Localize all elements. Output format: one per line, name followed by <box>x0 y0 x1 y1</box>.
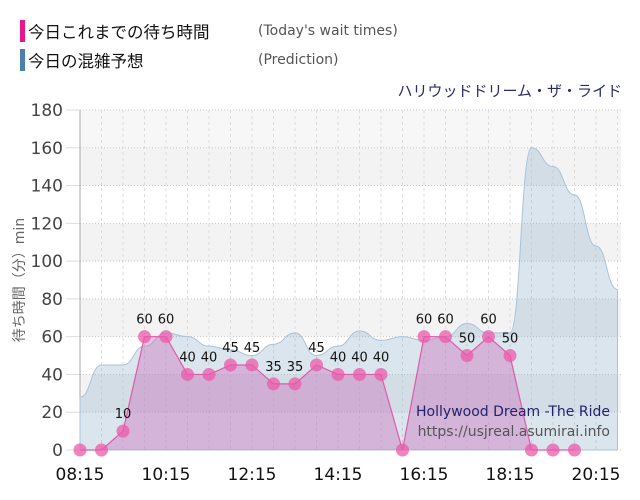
today-data-point <box>224 358 237 372</box>
x-tick-label: 14:15 <box>314 465 363 485</box>
y-tick-label: 140 <box>31 177 63 197</box>
y-tick-label: 20 <box>41 403 63 423</box>
today-data-point <box>568 443 581 457</box>
grid-band <box>80 110 621 148</box>
watermark-url: https://usjreal.asumirai.info <box>418 424 610 440</box>
data-labels: 10 60 60 40 40 45 45 35 35 45 40 40 40 60 60 50 60 50 <box>115 313 519 422</box>
y-tick-label: 0 <box>52 441 63 461</box>
data-label: 10 <box>115 407 132 422</box>
y-axis-label: 待ち時間（分）min <box>12 218 28 342</box>
data-label: 60 <box>480 313 497 328</box>
legend-today: 今日これまでの待ち時間 (Today's wait times) <box>20 20 398 42</box>
ride-name: ハリウッドドリーム・ザ・ライド <box>397 82 622 100</box>
grid-band <box>80 147 621 186</box>
today-data-point <box>116 424 130 438</box>
data-label: 40 <box>179 350 196 365</box>
today-data-point <box>267 377 280 391</box>
y-tick-label: 60 <box>41 328 63 348</box>
grid-band <box>80 185 621 224</box>
today-data-point <box>288 377 302 391</box>
today-data-point <box>202 367 216 381</box>
legend-prediction-label-jp: 今日の混雑予想 <box>28 52 144 71</box>
data-label: 40 <box>201 350 218 365</box>
today-data-point <box>138 330 151 344</box>
today-data-point <box>331 367 345 381</box>
today-data-point <box>374 367 388 381</box>
legend-today-swatch <box>20 20 25 42</box>
y-tick-label: 160 <box>31 139 63 159</box>
today-area <box>73 330 581 457</box>
legend-today-label-en: (Today's wait times) <box>258 23 398 39</box>
grid-band <box>80 223 621 262</box>
data-label: 60 <box>158 313 175 328</box>
grid-lines <box>66 109 621 451</box>
y-tick-label: 80 <box>41 290 63 310</box>
today-data-point <box>396 443 409 457</box>
x-tick-label: 18:15 <box>486 465 535 485</box>
data-label: 45 <box>244 341 261 356</box>
today-data-point <box>159 330 173 344</box>
legend-prediction-label-en: (Prediction) <box>258 52 339 68</box>
data-label: 50 <box>459 332 476 347</box>
data-label: 35 <box>287 360 304 375</box>
today-data-point <box>245 358 259 372</box>
x-tick-label: 10:15 <box>142 465 191 485</box>
x-tick-label: 12:15 <box>228 465 277 485</box>
today-data-point <box>181 367 194 381</box>
legend-prediction-swatch <box>20 49 25 71</box>
today-data-point <box>95 443 108 457</box>
data-label: 60 <box>437 313 454 328</box>
y-tick-label: 100 <box>31 252 63 272</box>
legend-prediction: 今日の混雑予想 (Prediction) <box>20 49 338 71</box>
y-tick-label: 120 <box>31 214 63 234</box>
legend-today-label-jp: 今日これまでの待ち時間 <box>28 23 210 42</box>
today-data-point <box>460 349 474 363</box>
today-data-point <box>439 330 452 344</box>
x-tick-label: 20:15 <box>572 465 621 485</box>
data-label: 40 <box>373 350 390 365</box>
today-data-point <box>546 443 560 457</box>
data-label: 45 <box>308 341 325 356</box>
today-data-point <box>73 443 87 457</box>
today-data-point <box>482 330 495 344</box>
today-data-point <box>525 443 538 457</box>
data-label: 60 <box>416 313 433 328</box>
today-area-fill <box>80 336 575 450</box>
axis-ticks: 0 20 40 60 80 100 120 140 160 180 08:15 10:15 12:15 1… <box>31 101 621 485</box>
grid-band <box>80 261 621 299</box>
x-tick-label: 08:15 <box>56 465 105 485</box>
today-data-point <box>417 330 431 344</box>
data-label: 45 <box>222 341 239 356</box>
data-label: 60 <box>136 313 153 328</box>
data-label: 35 <box>265 360 282 375</box>
today-data-point <box>310 358 323 372</box>
y-tick-label: 180 <box>31 101 63 121</box>
today-data-point <box>503 349 517 363</box>
data-label: 40 <box>351 350 368 365</box>
grid-band <box>80 298 621 337</box>
data-label: 50 <box>502 332 519 347</box>
grid-band <box>80 374 621 413</box>
today-data-point <box>353 367 366 381</box>
data-label: 40 <box>330 350 347 365</box>
x-tick-label: 16:15 <box>400 465 449 485</box>
y-tick-label: 40 <box>41 365 63 385</box>
watermark-title: Hollywood Dream -The Ride <box>416 404 610 420</box>
